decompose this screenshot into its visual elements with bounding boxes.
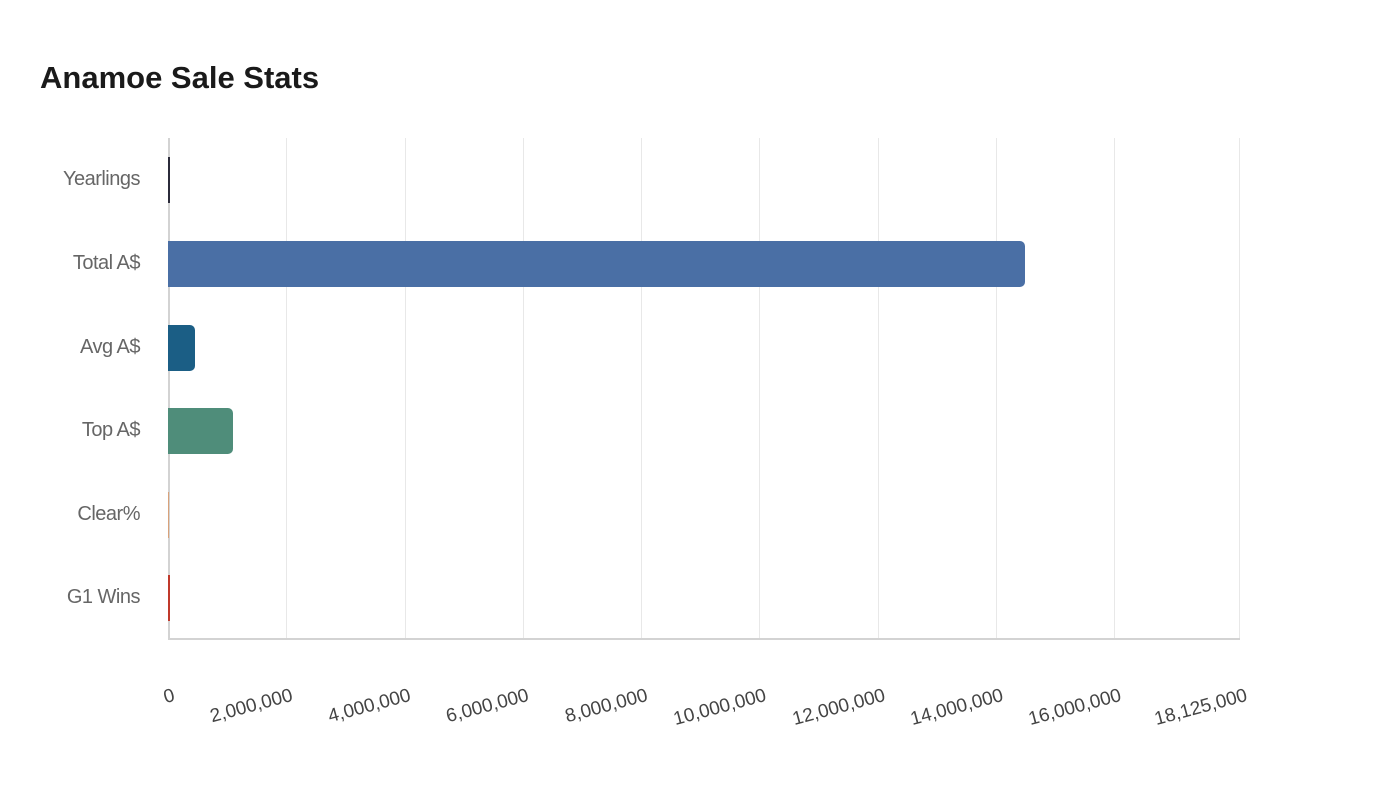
x-tick-label: 10,000,000 [671, 685, 769, 730]
gridline [286, 138, 287, 640]
x-axis-line [168, 638, 1240, 640]
gridline [1114, 138, 1115, 640]
x-tick-label: 16,000,000 [1026, 685, 1124, 730]
gridline [641, 138, 642, 640]
bar-avg[interactable] [168, 325, 195, 371]
gridline [523, 138, 524, 640]
category-label-top: Top A$ [81, 419, 141, 441]
bar-g1wins[interactable] [168, 575, 170, 621]
x-tick-label: 2,000,000 [208, 685, 296, 728]
category-label-g1wins: G1 Wins [66, 586, 141, 608]
x-tick-label: 18,125,000 [1152, 685, 1250, 730]
x-tick-label: 14,000,000 [908, 685, 1006, 730]
x-tick-label: 0 [161, 685, 178, 709]
gridline [996, 138, 997, 640]
category-label-total: Total A$ [72, 252, 141, 274]
x-tick-label: 8,000,000 [563, 685, 651, 728]
category-label-clear: Clear% [77, 503, 140, 525]
x-tick-label: 12,000,000 [790, 685, 888, 730]
bar-yearlings[interactable] [168, 157, 170, 203]
bar-clear[interactable] [168, 492, 169, 538]
gridline [405, 138, 406, 640]
category-label-yearlings: Yearlings [62, 168, 141, 190]
gridline [878, 138, 879, 640]
gridline [759, 138, 760, 640]
gridline [1239, 138, 1240, 640]
bar-total[interactable] [168, 241, 1025, 287]
y-axis-line [168, 138, 170, 640]
x-tick-label: 6,000,000 [444, 685, 532, 728]
bar-top[interactable] [168, 408, 233, 454]
x-tick-label: 4,000,000 [326, 685, 414, 728]
chart-title: Anamoe Sale Stats [40, 60, 320, 95]
plot-area [168, 138, 1240, 640]
category-label-avg: Avg A$ [79, 336, 141, 358]
